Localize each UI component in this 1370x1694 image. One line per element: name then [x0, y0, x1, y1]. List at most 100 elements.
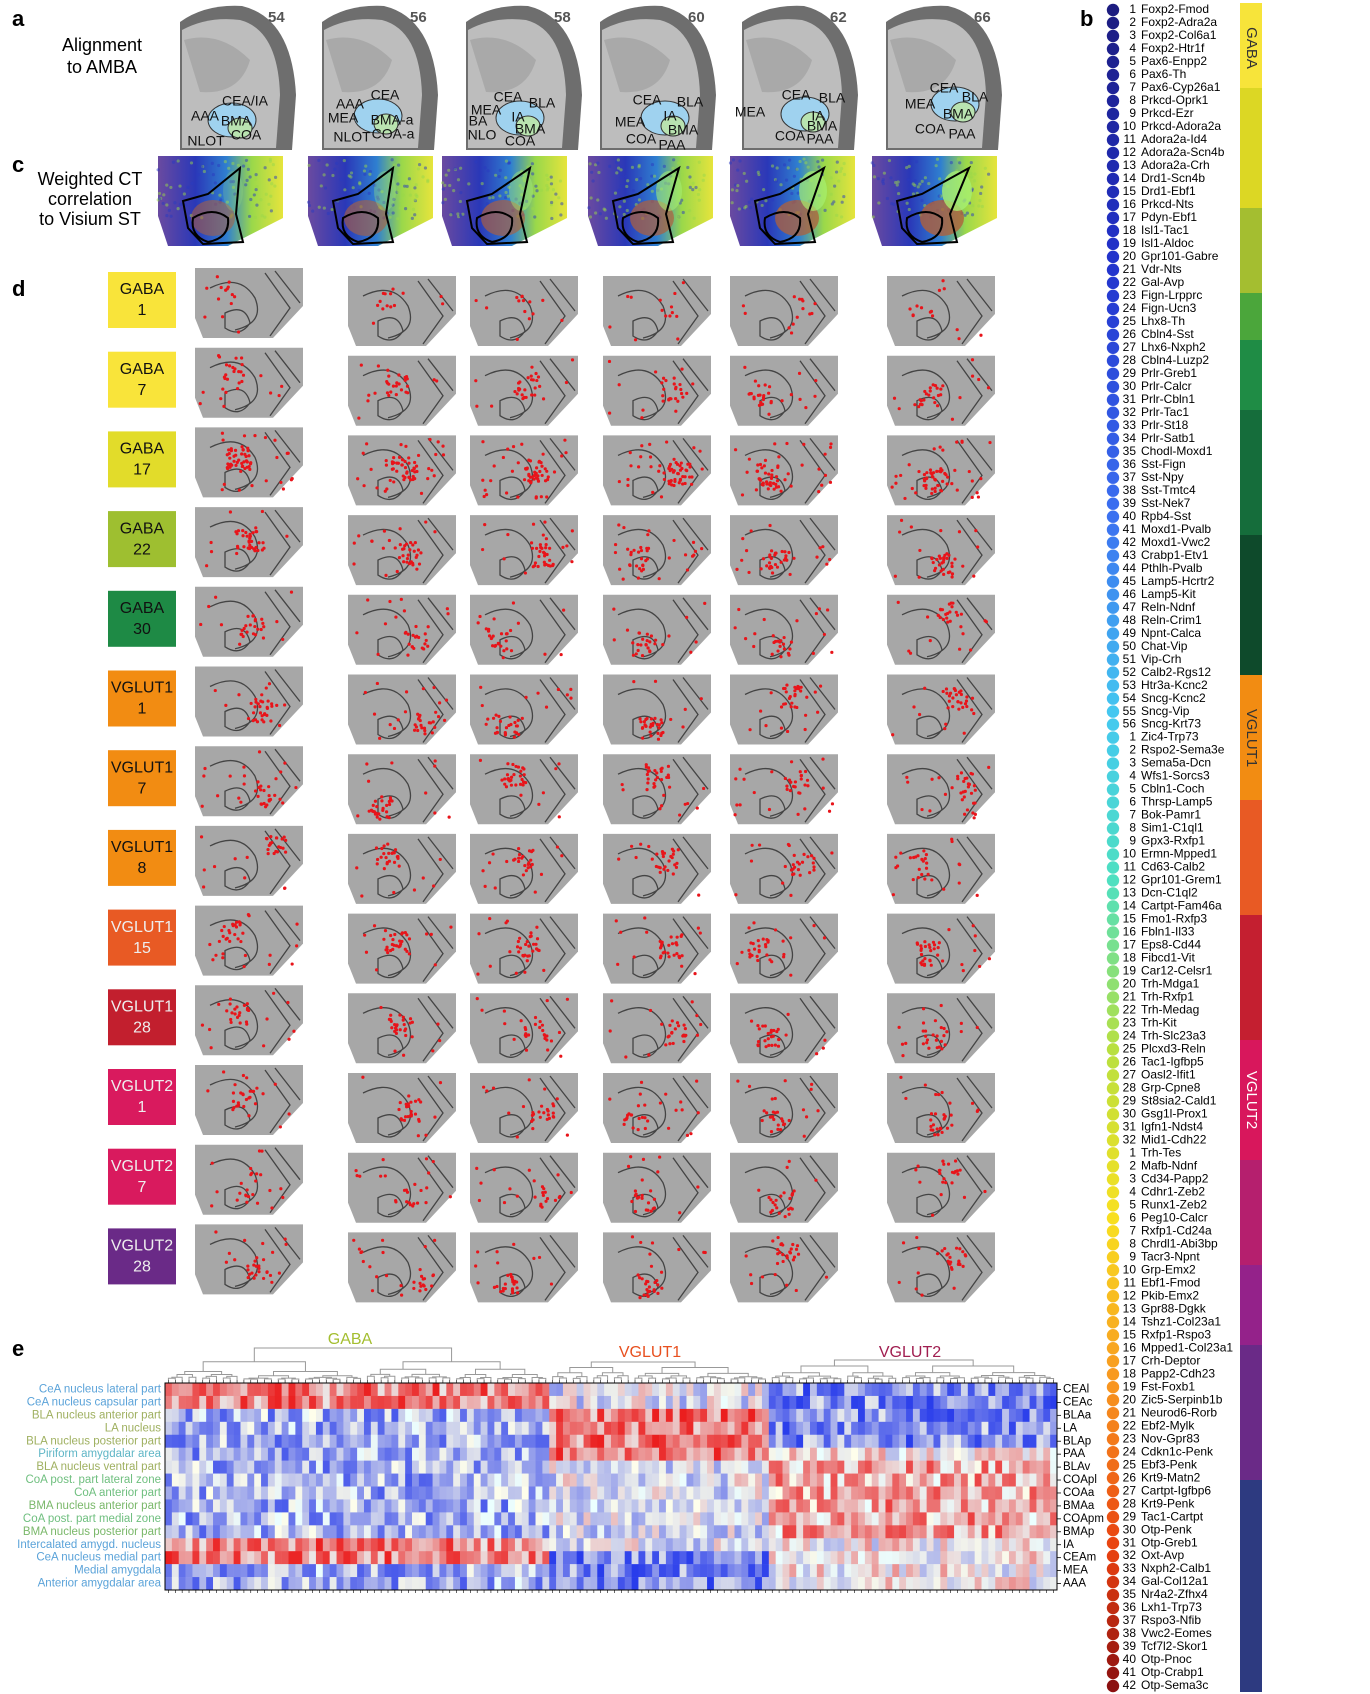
correlation-spot — [459, 167, 462, 170]
heat-cell — [172, 1461, 179, 1474]
cell-spot — [653, 1281, 656, 1284]
cell-spot — [771, 571, 774, 574]
type-name: Prlr-Satb1 — [1141, 431, 1195, 445]
cell-spot — [662, 377, 665, 380]
heat-cell — [172, 1538, 179, 1551]
type-dot — [1107, 134, 1119, 146]
heat-cell — [302, 1448, 309, 1461]
correlation-spot — [254, 216, 257, 219]
cell-spot — [384, 929, 387, 932]
heat-cell — [282, 1564, 289, 1577]
heat-cell — [549, 1499, 556, 1512]
heat-cell — [323, 1499, 330, 1512]
cell-spot — [241, 465, 244, 468]
heat-cell — [460, 1396, 467, 1409]
cell-spot — [918, 549, 921, 552]
type-dot — [1107, 199, 1119, 211]
heat-cell — [371, 1448, 378, 1461]
cell-spot — [608, 1098, 611, 1101]
cell-spot — [545, 495, 548, 498]
cell-spot — [645, 788, 648, 791]
correlation-spot — [938, 177, 941, 180]
cell-spot — [419, 724, 422, 727]
cell-spot — [247, 717, 250, 720]
heat-cell — [206, 1409, 213, 1422]
heat-cell — [302, 1551, 309, 1564]
heat-cell — [227, 1474, 234, 1487]
cell-spot — [667, 467, 670, 470]
heat-cell — [412, 1499, 419, 1512]
heat-cell — [563, 1551, 570, 1564]
cell-spot — [647, 777, 650, 780]
heat-cell — [254, 1461, 261, 1474]
cell-spot — [523, 388, 526, 391]
heat-cell — [590, 1512, 597, 1525]
type-dot — [1107, 1329, 1119, 1341]
heat-cell — [638, 1422, 645, 1435]
heat-cell — [391, 1396, 398, 1409]
type-number: 42 — [1123, 535, 1137, 549]
region-label: NLOT — [187, 133, 225, 149]
heat-cell — [529, 1422, 536, 1435]
cell-spot — [781, 550, 784, 553]
correlation-spot — [877, 177, 880, 180]
cell-spot — [942, 1163, 945, 1166]
cell-spot — [821, 545, 824, 548]
heat-cell — [604, 1383, 611, 1396]
cell-spot — [535, 547, 538, 550]
cell-spot — [798, 298, 801, 301]
heat-cell — [234, 1499, 241, 1512]
heat-cell — [289, 1577, 296, 1590]
cell-spot — [656, 776, 659, 779]
cell-spot — [268, 794, 271, 797]
type-dot — [1107, 1212, 1119, 1224]
cell-spot — [783, 550, 786, 553]
heat-cell — [570, 1448, 577, 1461]
cell-spot — [626, 478, 629, 481]
type-number: 31 — [1123, 392, 1137, 406]
heat-cell — [611, 1383, 618, 1396]
cell-type-group: VGLUT2 — [111, 1238, 173, 1255]
correlation-spot — [892, 203, 895, 206]
cell-spot — [789, 936, 792, 939]
cell-spot — [646, 1209, 649, 1212]
cell-spot — [507, 1111, 510, 1114]
cell-spot — [690, 475, 693, 478]
cell-spot — [801, 861, 804, 864]
cell-spot — [918, 576, 921, 579]
cell-spot — [950, 605, 953, 608]
heat-cell — [618, 1512, 625, 1525]
heat-cell — [494, 1577, 501, 1590]
correlation-spot — [165, 203, 168, 206]
cell-spot — [626, 484, 629, 487]
cell-spot — [257, 786, 260, 789]
heat-cell — [446, 1487, 453, 1500]
cell-spot — [740, 559, 743, 562]
cell-spot — [504, 1287, 507, 1290]
correlation-spot — [403, 185, 406, 188]
heat-cell — [453, 1435, 460, 1448]
heat-cell — [481, 1512, 488, 1525]
cell-spot — [967, 785, 970, 788]
heat-cell — [213, 1448, 220, 1461]
heat-cell — [350, 1512, 357, 1525]
cell-spot — [939, 489, 942, 492]
cell-spot — [653, 717, 656, 720]
type-name: Isl1-Tac1 — [1141, 223, 1189, 237]
cell-spot — [939, 529, 942, 532]
type-dot — [1107, 329, 1119, 341]
type-name: Moxd1-Vwc2 — [1141, 535, 1211, 549]
heat-cell — [652, 1396, 659, 1409]
heat-cell — [206, 1422, 213, 1435]
heat-cell — [494, 1474, 501, 1487]
cell-spot — [937, 1093, 940, 1096]
panel-a-title: Alignment — [62, 35, 142, 55]
heat-cell — [446, 1435, 453, 1448]
heat-cell — [508, 1448, 515, 1461]
heat-cell — [357, 1435, 364, 1448]
cell-spot — [655, 853, 658, 856]
cell-spot — [681, 725, 684, 728]
heat-cell — [213, 1461, 220, 1474]
heat-cell — [405, 1512, 412, 1525]
type-number: 7 — [1129, 808, 1136, 822]
